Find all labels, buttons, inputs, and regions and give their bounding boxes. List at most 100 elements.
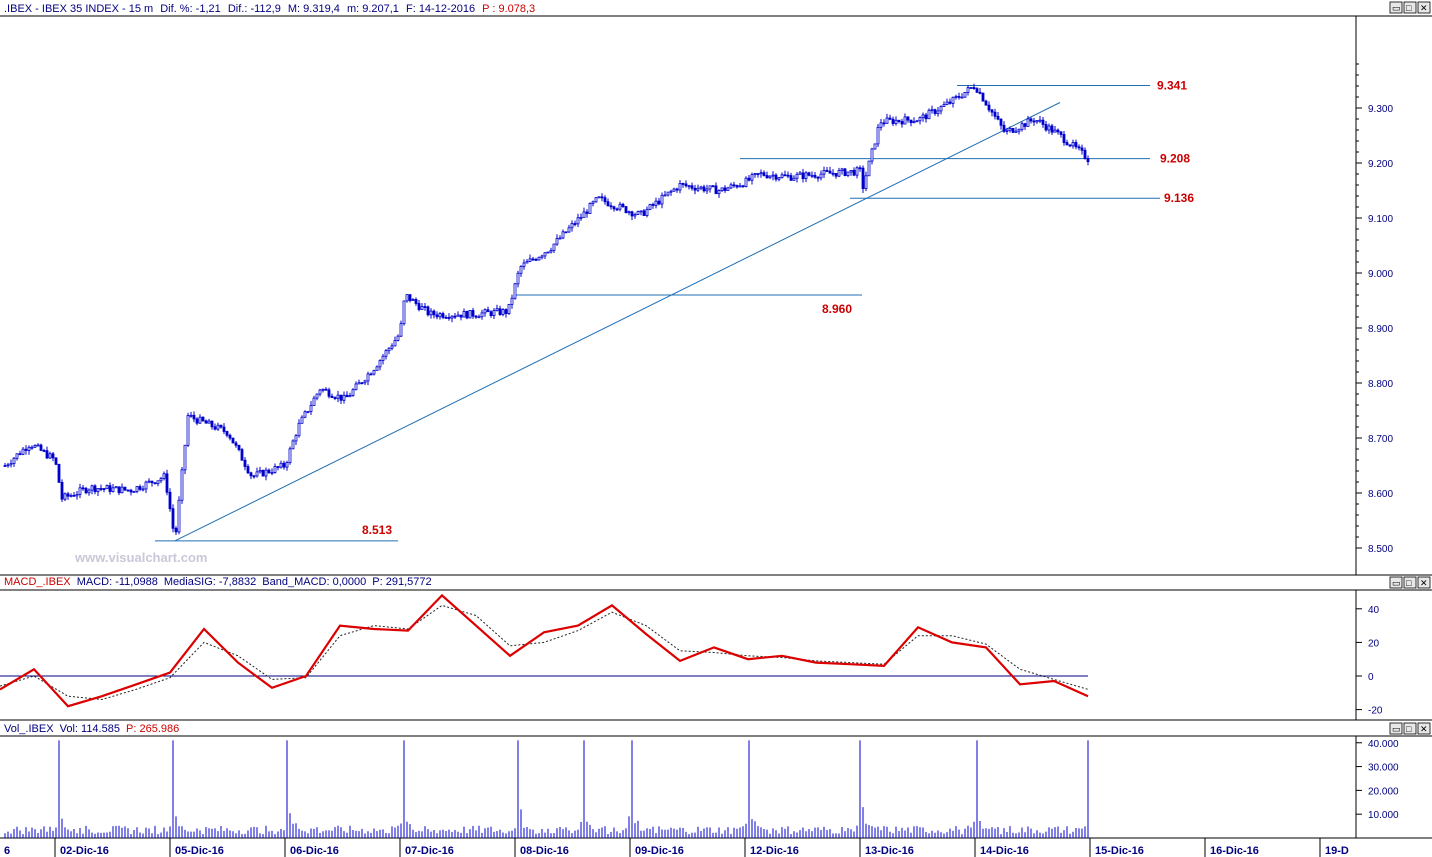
candle-body xyxy=(477,316,481,319)
candle-body xyxy=(198,416,202,424)
candle-body xyxy=(669,190,673,193)
candle-body xyxy=(564,231,568,234)
candle-body xyxy=(885,117,889,124)
macd-tick-label: 40 xyxy=(1368,605,1380,616)
candle-body xyxy=(438,313,442,318)
candle-body xyxy=(447,317,451,319)
candle-body xyxy=(213,426,217,430)
candle-body xyxy=(474,315,478,318)
candle-body xyxy=(768,175,772,179)
candle-body xyxy=(456,314,460,317)
window-button-glyph: ▭ xyxy=(1392,724,1401,734)
candle-body xyxy=(441,313,445,318)
candle-body xyxy=(126,489,130,492)
candle-body xyxy=(36,444,40,447)
candle-body xyxy=(339,394,343,401)
candle-body xyxy=(342,394,346,401)
window-button xyxy=(1417,576,1431,589)
level-label: 8.513 xyxy=(362,523,392,537)
candle-body xyxy=(912,120,916,124)
vol-value: Vol: 114.585 xyxy=(60,723,120,735)
candle-body xyxy=(576,217,580,225)
candle-body xyxy=(759,172,763,175)
candle-body xyxy=(780,174,784,179)
window-button-glyph: □ xyxy=(1406,3,1412,13)
header-symbol: .IBEX - IBEX 35 INDEX - 15 m xyxy=(4,3,153,15)
candle-body xyxy=(117,486,121,494)
candle-body xyxy=(279,462,283,468)
candle-body xyxy=(1080,147,1084,151)
candle-body xyxy=(66,493,70,497)
candle-body xyxy=(72,494,76,497)
candle-body xyxy=(81,487,85,490)
candle-body xyxy=(180,469,184,501)
candle-body xyxy=(714,185,718,195)
candle-body xyxy=(123,486,127,491)
candle-body xyxy=(177,499,181,533)
candle-body xyxy=(546,251,550,254)
candle-body xyxy=(762,172,766,176)
candle-body xyxy=(264,469,268,477)
x-tick-label: 6 xyxy=(4,845,10,857)
candle-body xyxy=(483,309,487,314)
candle-body xyxy=(891,118,895,124)
candle-body xyxy=(594,197,598,203)
candle-body xyxy=(651,204,655,206)
candle-body xyxy=(837,170,841,177)
x-tick-label: 12-Dic-16 xyxy=(750,845,799,857)
candle-body xyxy=(396,335,400,341)
candle-body xyxy=(555,238,559,245)
candle-body xyxy=(300,416,304,424)
candle-body xyxy=(366,373,370,382)
candle-body xyxy=(1056,129,1060,133)
candle-body xyxy=(21,448,25,455)
candle-body xyxy=(150,480,154,484)
candle-body xyxy=(801,172,805,180)
candle-body xyxy=(942,104,946,107)
header-dif-pct: Dif. %: -1,21 xyxy=(160,3,221,15)
window-button-glyph: ▭ xyxy=(1392,578,1401,588)
candle-body xyxy=(63,493,67,500)
candle-body xyxy=(696,187,700,191)
candle-body xyxy=(627,211,631,214)
candle-body xyxy=(192,414,196,420)
candle-body xyxy=(501,309,505,315)
candle-body xyxy=(1032,120,1036,123)
candle-body xyxy=(147,480,151,483)
candle-body xyxy=(909,119,913,124)
candle-body xyxy=(33,445,37,448)
candle-body xyxy=(303,411,307,418)
candle-body xyxy=(924,114,928,120)
candle-body xyxy=(1059,131,1063,135)
candle-body xyxy=(1002,124,1006,132)
candle-body xyxy=(636,211,640,215)
candle-body xyxy=(855,167,859,176)
candle-body xyxy=(999,118,1003,126)
candle-body xyxy=(843,168,847,176)
price-candles xyxy=(3,83,1090,535)
level-label: 8.960 xyxy=(822,302,852,316)
candle-body xyxy=(816,176,820,179)
candle-body xyxy=(414,299,418,304)
candle-body xyxy=(99,488,103,490)
candle-body xyxy=(645,208,649,216)
candle-body xyxy=(957,95,961,98)
candle-body xyxy=(639,210,643,213)
candle-body xyxy=(429,310,433,316)
window-button xyxy=(1389,722,1403,735)
candle-body xyxy=(1014,130,1018,133)
candle-body xyxy=(531,258,535,261)
candle-body xyxy=(312,397,316,406)
candle-body xyxy=(609,205,613,208)
candle-body xyxy=(690,185,694,189)
candle-body xyxy=(864,175,868,189)
macd-tick-label: -20 xyxy=(1368,706,1383,717)
candle-body xyxy=(156,480,160,485)
candle-body xyxy=(96,488,100,493)
candle-body xyxy=(615,208,619,211)
candle-body xyxy=(570,223,574,229)
candle-body xyxy=(987,104,991,111)
candle-body xyxy=(78,487,82,495)
candle-body xyxy=(93,485,97,493)
candle-body xyxy=(225,431,229,436)
